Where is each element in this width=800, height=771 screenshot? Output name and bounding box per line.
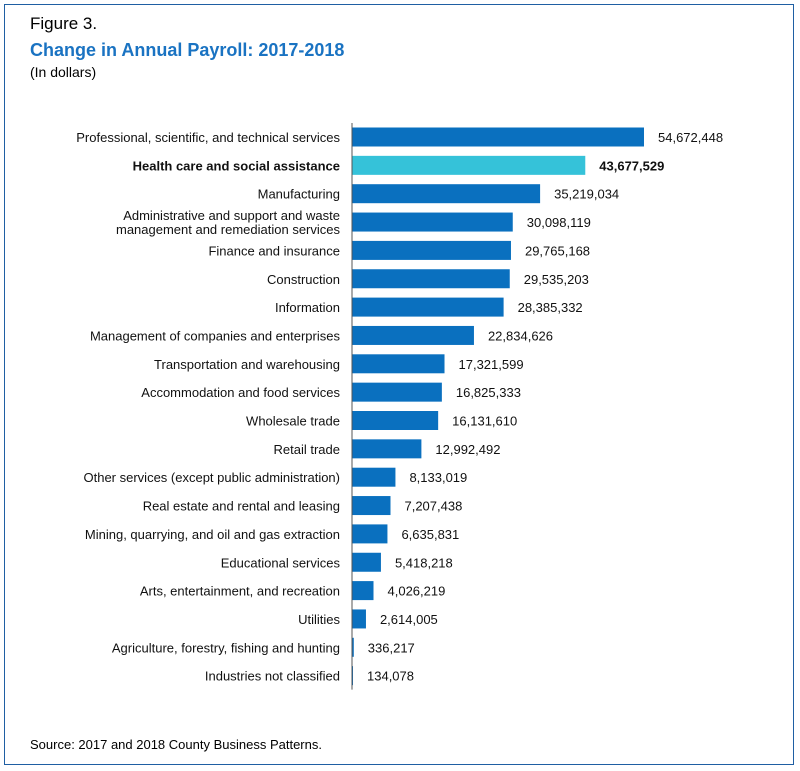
category-label-19: Industries not classified: [205, 669, 340, 684]
category-label-1: Health care and social assistance: [133, 158, 340, 173]
bar-9: [352, 382, 442, 402]
value-label-2: 35,219,034: [554, 187, 619, 202]
bar-14: [352, 524, 388, 544]
chart-title: Change in Annual Payroll: 2017-2018: [30, 40, 345, 60]
value-label-16: 4,026,219: [388, 584, 446, 599]
bar-0: [352, 127, 644, 147]
bar-12: [352, 467, 396, 487]
bars-group: [352, 127, 644, 686]
bar-17: [352, 609, 366, 629]
bar-13: [352, 496, 391, 516]
category-label-10: Wholesale trade: [246, 414, 340, 429]
value-label-14: 6,635,831: [401, 527, 459, 542]
bar-15: [352, 552, 381, 572]
bar-10: [352, 411, 439, 430]
category-label-6: Information: [275, 300, 340, 315]
value-label-0: 54,672,448: [658, 130, 723, 145]
value-label-8: 17,321,599: [459, 357, 524, 372]
category-label-17: Utilities: [298, 612, 340, 627]
value-label-7: 22,834,626: [488, 328, 553, 343]
value-label-5: 29,535,203: [524, 272, 589, 287]
category-label-3: Administrative and support and waste mana…: [116, 208, 341, 237]
figure-frame: [4, 4, 794, 765]
category-label-5: Construction: [267, 272, 340, 287]
category-label-12: Other services (except public administra…: [84, 470, 341, 485]
value-labels-group: 54,672,448 43,677,529 35,219,034 30,098,119…: [367, 130, 723, 684]
category-label-9: Accommodation and food services: [141, 385, 340, 400]
bar-11: [352, 439, 422, 459]
category-label-13: Real estate and rental and leasing: [143, 499, 340, 514]
value-label-17: 2,614,005: [380, 612, 438, 627]
bar-5: [352, 269, 510, 289]
source-note: Source: 2017 and 2018 County Business Pa…: [30, 737, 322, 752]
category-label-0: Professional, scientific, and technical …: [76, 130, 340, 145]
category-label-11: Retail trade: [274, 442, 340, 457]
bar-4: [352, 240, 511, 260]
value-label-11: 12,992,492: [435, 442, 500, 457]
value-label-9: 16,825,333: [456, 385, 521, 400]
bar-2: [352, 184, 541, 204]
bar-16: [352, 581, 374, 601]
value-label-13: 7,207,438: [404, 499, 462, 514]
category-label-7: Management of companies and enterprises: [90, 328, 341, 343]
value-label-3: 30,098,119: [527, 215, 591, 230]
category-label-2: Manufacturing: [258, 187, 340, 202]
category-label-18: Agriculture, forestry, fishing and hunti…: [112, 640, 340, 655]
bar-3: [352, 212, 513, 232]
category-label-8: Transportation and warehousing: [154, 357, 340, 372]
category-label-14: Mining, quarrying, and oil and gas extra…: [85, 527, 340, 542]
figure-label: Figure 3.: [30, 14, 98, 33]
value-label-4: 29,765,168: [525, 243, 590, 258]
value-label-18: 336,217: [368, 640, 415, 655]
value-label-15: 5,418,218: [395, 555, 453, 570]
value-label-10: 16,131,610: [452, 414, 517, 429]
chart-subtitle: (In dollars): [30, 64, 97, 80]
bar-7: [352, 325, 474, 345]
bar-8: [352, 354, 445, 374]
bar-18: [352, 637, 354, 657]
value-label-19: 134,078: [367, 669, 414, 684]
category-labels-group: Professional, scientific, and technical …: [76, 130, 340, 684]
category-label-16: Arts, entertainment, and recreation: [140, 584, 340, 599]
category-label-15: Educational services: [221, 555, 341, 570]
value-label-12: 8,133,019: [409, 470, 467, 485]
category-label-4: Finance and insurance: [208, 243, 340, 258]
bar-1: [352, 155, 586, 175]
value-label-1: 43,677,529: [599, 158, 664, 173]
value-label-6: 28,385,332: [518, 300, 583, 315]
bar-6: [352, 297, 504, 317]
